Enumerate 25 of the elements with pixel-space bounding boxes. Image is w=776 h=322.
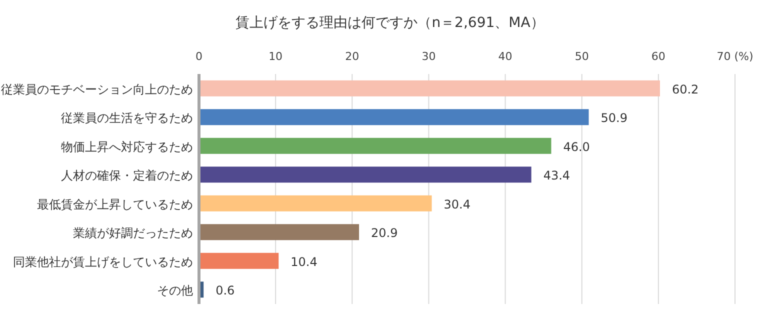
- y-tick-label: 同業他社が賃上げをしているため: [13, 254, 193, 269]
- data-label: 10.4: [290, 254, 318, 269]
- data-label: 0.6: [216, 284, 235, 298]
- x-tick-label: 10: [268, 50, 283, 63]
- data-label: 30.4: [444, 197, 470, 212]
- x-tick-label: 0: [196, 50, 202, 63]
- x-tick-label: 60: [651, 50, 666, 63]
- y-tick-label: 従業員の生活を守るため: [61, 111, 193, 126]
- y-tick-label: その他: [157, 284, 193, 298]
- y-tick-label: 物価上昇へ対応するため: [61, 140, 193, 154]
- title: 賃上げをする理由は何ですか（n＝2,691、MA）: [236, 15, 544, 31]
- y-tick-label: 最低賃金が上昇しているため: [37, 197, 193, 212]
- y-tick-label: 人材の確保・定着のため: [61, 168, 193, 183]
- x-tick-label: 50: [574, 50, 589, 63]
- x-tick-label: 40: [498, 50, 512, 63]
- data-label: 60.2: [672, 82, 699, 96]
- y-tick-label: 業績が好調だったため: [73, 226, 193, 240]
- data-label: 43.4: [543, 168, 570, 183]
- x-tick-label: 70 (%): [716, 50, 754, 63]
- x-tick-label: 20: [345, 50, 360, 63]
- data-label: 46.0: [563, 140, 590, 154]
- data-label: 20.9: [371, 226, 398, 240]
- x-tick-label: 30: [422, 50, 436, 63]
- data-label: 50.9: [600, 111, 628, 126]
- y-tick-label: 従業員のモチベーション向上のため: [1, 82, 193, 96]
